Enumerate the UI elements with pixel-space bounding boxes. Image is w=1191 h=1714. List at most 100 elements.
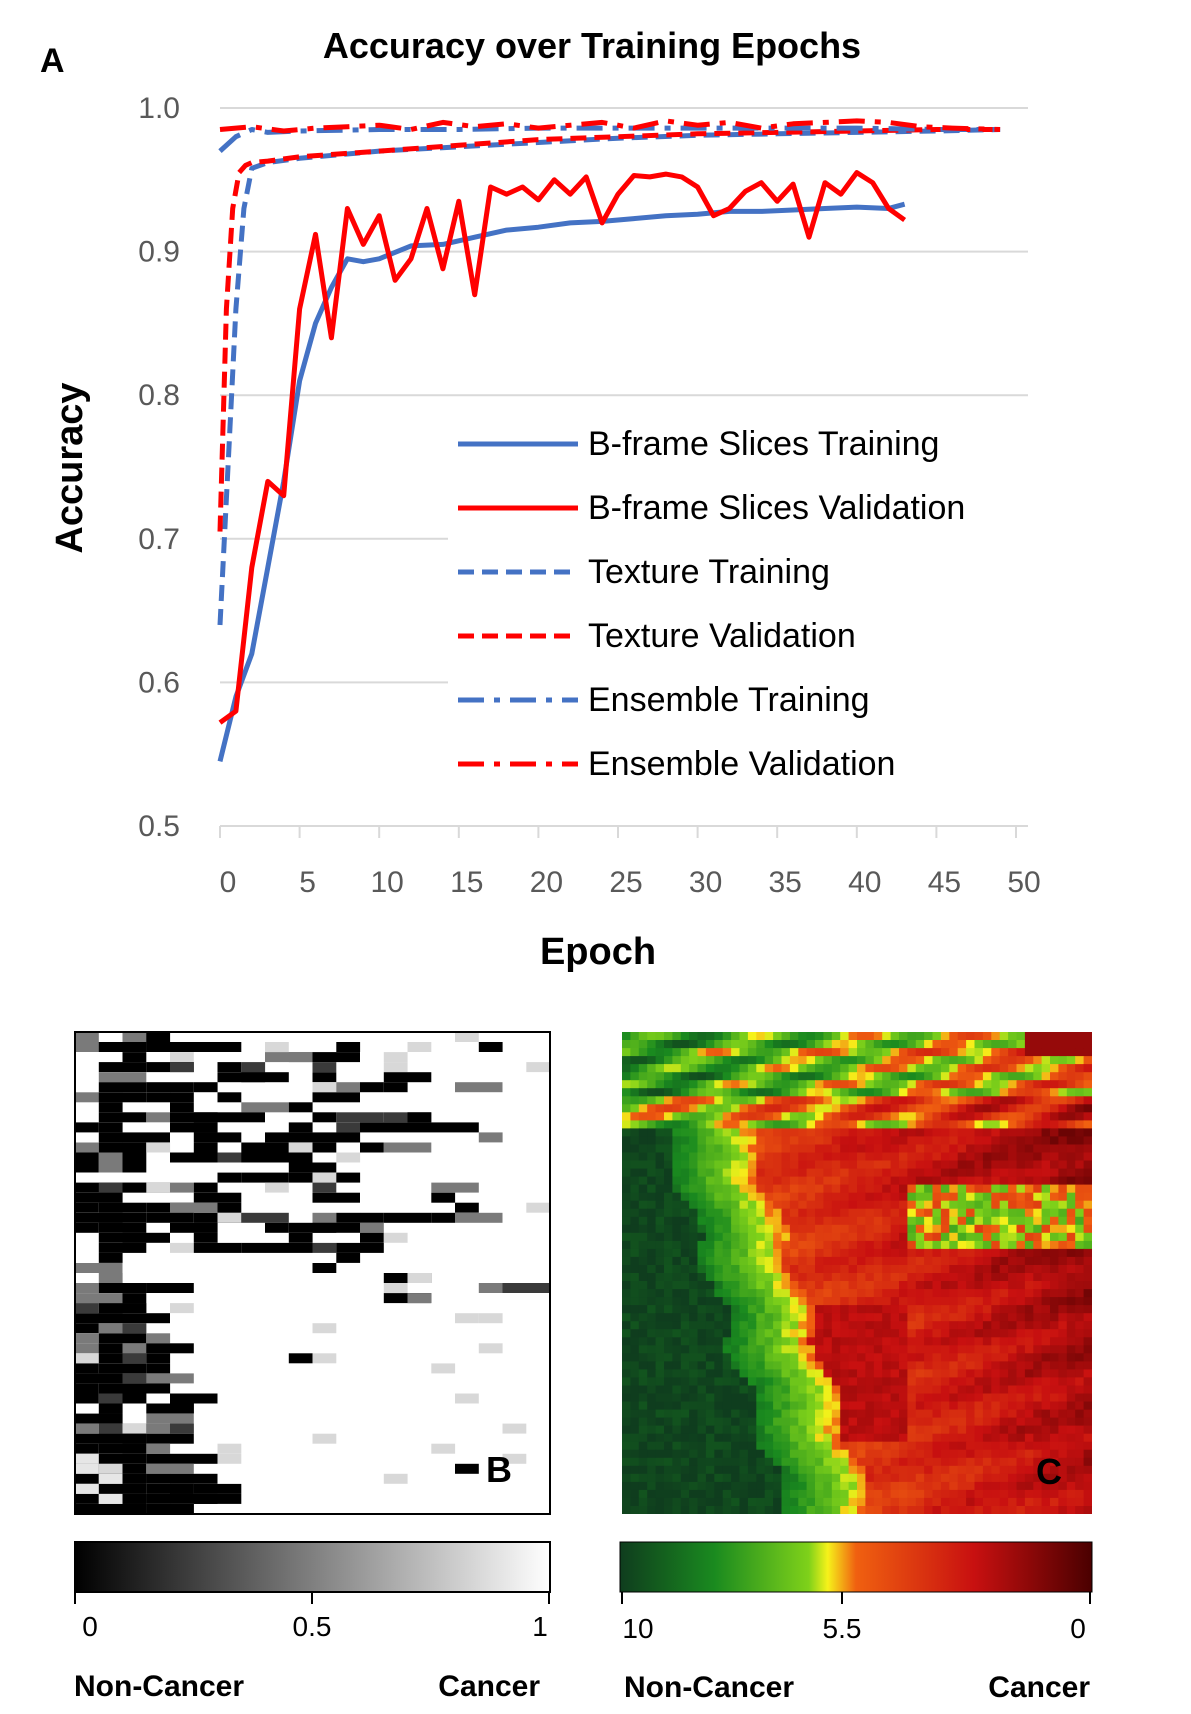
heatmap-cell bbox=[747, 1072, 757, 1081]
heatmap-cell bbox=[731, 1506, 741, 1514]
heatmap-cell bbox=[722, 1385, 732, 1395]
heatmap-cell bbox=[907, 1120, 917, 1129]
heatmap-cell bbox=[672, 1457, 682, 1467]
heatmap-cell bbox=[882, 1473, 892, 1483]
heatmap-cell bbox=[773, 1152, 783, 1162]
heatmap-cell bbox=[773, 1361, 783, 1370]
heatmap-cell bbox=[840, 1321, 850, 1330]
heatmap-cell bbox=[882, 1497, 892, 1507]
heatmap-cell bbox=[957, 1056, 967, 1065]
heatmap-cell bbox=[957, 1273, 967, 1282]
heatmap-cell bbox=[764, 1425, 774, 1435]
heatmap-cell bbox=[982, 1506, 992, 1514]
heatmap-cell bbox=[680, 1200, 690, 1210]
heatmap-cell bbox=[890, 1184, 900, 1194]
map-cell bbox=[455, 1393, 479, 1404]
heatmap-cell bbox=[1066, 1345, 1076, 1354]
heatmap-cell bbox=[638, 1297, 648, 1306]
heatmap-cell bbox=[999, 1329, 1009, 1338]
heatmap-cell bbox=[940, 1265, 950, 1274]
heatmap-cell bbox=[630, 1297, 640, 1306]
heatmap-cell bbox=[705, 1489, 715, 1499]
map-cell bbox=[98, 1483, 123, 1494]
heatmap-cell bbox=[932, 1473, 942, 1483]
heatmap-cell bbox=[982, 1168, 992, 1178]
heatmap-cell bbox=[1008, 1313, 1018, 1322]
heatmap-cell bbox=[798, 1192, 808, 1202]
heatmap-cell bbox=[915, 1064, 925, 1073]
heatmap-cell bbox=[806, 1032, 816, 1041]
heatmap-cell bbox=[714, 1353, 724, 1362]
heatmap-cell bbox=[890, 1361, 900, 1370]
y-axis-label: Accuracy bbox=[49, 382, 91, 553]
heatmap-cell bbox=[815, 1168, 824, 1178]
heatmap-cell bbox=[764, 1216, 774, 1226]
heatmap-cell bbox=[873, 1441, 883, 1451]
heatmap-cell bbox=[907, 1208, 917, 1218]
heatmap-cell bbox=[899, 1321, 908, 1330]
heatmap-cell bbox=[655, 1369, 665, 1378]
heatmap-cell bbox=[672, 1184, 682, 1194]
heatmap-cell bbox=[1008, 1321, 1018, 1330]
heatmap-cell bbox=[806, 1506, 816, 1514]
heatmap-cell bbox=[957, 1176, 967, 1186]
heatmap-cell bbox=[655, 1136, 665, 1145]
heatmap-cell bbox=[647, 1032, 657, 1041]
heatmap-cell bbox=[1008, 1240, 1018, 1250]
heatmap-cell bbox=[974, 1345, 984, 1354]
map-cell bbox=[122, 1032, 170, 1042]
heatmap-cell bbox=[630, 1337, 640, 1346]
heatmap-cell bbox=[655, 1240, 665, 1250]
heatmap-cell bbox=[932, 1160, 942, 1170]
heatmap-cell bbox=[890, 1497, 900, 1507]
heatmap-cell bbox=[680, 1088, 690, 1097]
heatmap-cell bbox=[1024, 1192, 1034, 1202]
heatmap-cell bbox=[806, 1256, 816, 1266]
heatmap-cell bbox=[840, 1506, 850, 1514]
heatmap-cell bbox=[722, 1441, 732, 1451]
heatmap-cell bbox=[840, 1401, 850, 1411]
map-cell bbox=[98, 1162, 123, 1173]
heatmap-cell bbox=[672, 1417, 682, 1427]
heatmap-cell bbox=[798, 1289, 808, 1298]
heatmap-cell bbox=[857, 1393, 866, 1403]
heatmap-cell bbox=[756, 1337, 766, 1346]
heatmap-cell bbox=[722, 1048, 732, 1057]
heatmap-cell bbox=[647, 1506, 657, 1514]
heatmap-cell bbox=[689, 1409, 699, 1419]
heatmap-cell bbox=[1050, 1329, 1059, 1338]
heatmap-cell bbox=[764, 1353, 774, 1362]
heatmap-cell bbox=[882, 1305, 892, 1314]
heatmap-cell bbox=[840, 1305, 850, 1314]
heatmap-cell bbox=[865, 1048, 875, 1057]
heatmap-cell bbox=[966, 1489, 976, 1499]
map-cell bbox=[241, 1072, 266, 1083]
heatmap-cell bbox=[823, 1160, 833, 1170]
heatmap-cell bbox=[697, 1473, 707, 1483]
heatmap-cell bbox=[991, 1176, 1001, 1186]
heatmap-cell bbox=[1066, 1176, 1076, 1186]
heatmap-cell bbox=[857, 1273, 866, 1282]
heatmap-cell bbox=[714, 1409, 724, 1419]
heatmap-cell bbox=[840, 1497, 850, 1507]
heatmap-cell bbox=[689, 1152, 699, 1162]
map-cell bbox=[122, 1373, 170, 1384]
heatmap-cell bbox=[1024, 1489, 1034, 1499]
map-cell bbox=[146, 1142, 171, 1153]
heatmap-cell bbox=[1066, 1080, 1076, 1089]
heatmap-cell bbox=[932, 1096, 942, 1105]
heatmap-cell bbox=[638, 1369, 648, 1378]
heatmap-cell bbox=[697, 1417, 707, 1427]
heatmap-cell bbox=[714, 1224, 724, 1234]
heatmap-cell bbox=[1041, 1506, 1051, 1514]
heatmap-cell bbox=[823, 1256, 833, 1266]
heatmap-cell bbox=[739, 1457, 749, 1467]
heatmap-cell bbox=[957, 1160, 967, 1170]
heatmap-cell bbox=[689, 1473, 699, 1483]
heatmap-cell bbox=[999, 1096, 1009, 1105]
heatmap-cell bbox=[789, 1064, 799, 1073]
heatmap-cell bbox=[689, 1417, 699, 1427]
heatmap-cell bbox=[697, 1313, 707, 1322]
heatmap-cell bbox=[957, 1393, 967, 1403]
heatmap-cell bbox=[848, 1337, 858, 1346]
